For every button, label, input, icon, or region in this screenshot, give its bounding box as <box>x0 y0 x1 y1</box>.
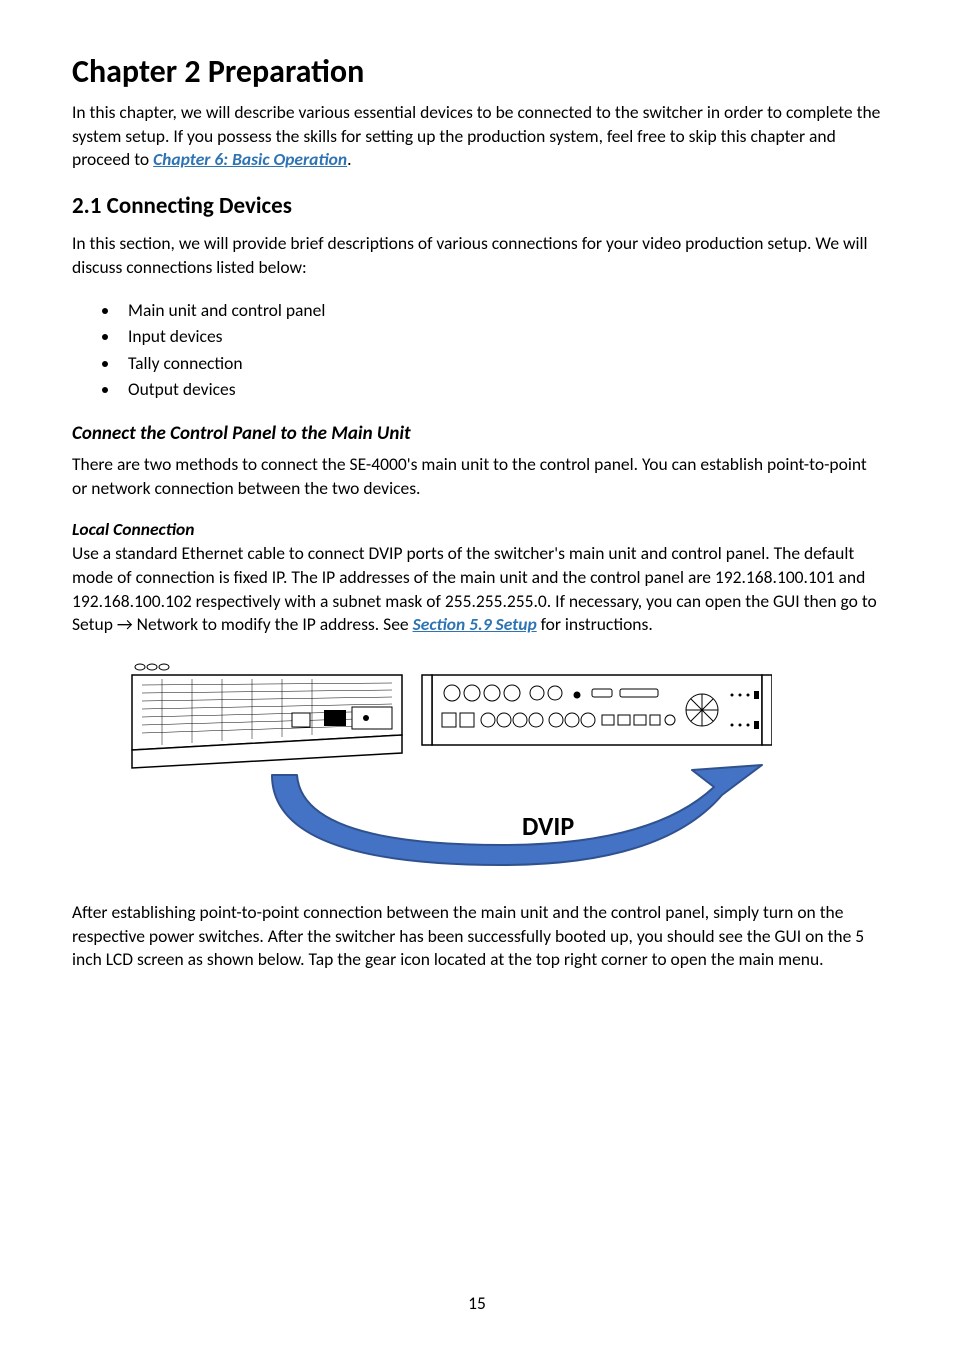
list-item: Output devices <box>120 376 882 402</box>
list-item: Tally connection <box>120 350 882 376</box>
dvip-label: DVIP <box>522 810 574 842</box>
dvip-arrow-icon <box>272 765 762 865</box>
page-number: 15 <box>0 1292 954 1314</box>
section-2-1-title: 2.1 Connecting Devices <box>72 192 882 220</box>
list-item: Input devices <box>120 323 882 349</box>
local-connection-p2: After establishing point-to-point connec… <box>72 901 882 972</box>
local-conn-p1-after: for instructions. <box>537 613 653 635</box>
chapter-title: Chapter 2 Preparation <box>72 52 882 91</box>
chapter-6-link[interactable]: Chapter 6: Basic Operation <box>153 148 347 170</box>
section-2-1-intro: In this section, we will provide brief d… <box>72 232 882 279</box>
local-connection-p1: Use a standard Ethernet cable to connect… <box>72 542 882 637</box>
list-item: Main unit and control panel <box>120 297 882 323</box>
subsection-intro: There are two methods to connect the SE-… <box>72 453 882 500</box>
connection-list: Main unit and control panel Input device… <box>72 297 882 402</box>
control-panel-icon <box>132 664 402 768</box>
dvip-diagram: DVIP <box>72 655 882 885</box>
subsection-title: Connect the Control Panel to the Main Un… <box>72 422 882 445</box>
section-5-9-link[interactable]: Section 5.9 Setup <box>413 613 537 635</box>
chapter-intro-after: . <box>347 148 351 170</box>
main-unit-icon <box>422 675 772 745</box>
chapter-intro: In this chapter, we will describe variou… <box>72 101 882 172</box>
local-connection-title: Local Connection <box>72 518 882 540</box>
